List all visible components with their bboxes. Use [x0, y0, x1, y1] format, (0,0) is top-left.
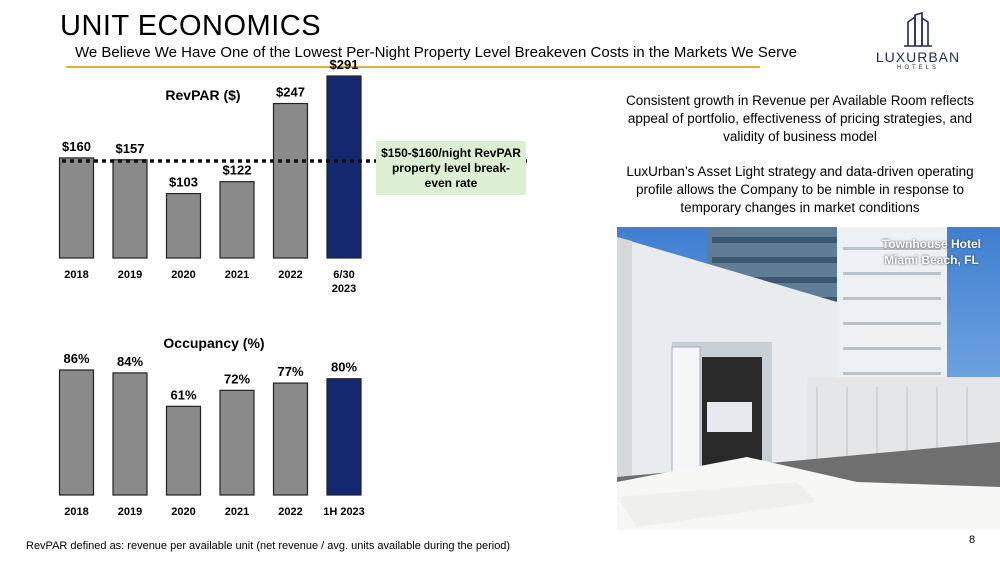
- title-divider: [66, 66, 760, 68]
- occupancy-bar: [58, 369, 95, 496]
- logo-wordmark: LUXURBAN: [875, 49, 961, 65]
- revpar-x-tick-label: 6/30 2023: [332, 269, 356, 295]
- occupancy-x-tick-label: 2019: [118, 506, 142, 518]
- revpar-definition-footnote: RevPAR defined as: revenue per available…: [26, 540, 511, 552]
- revpar-x-tick-label: 2021: [225, 269, 249, 281]
- occupancy-data-label: 86%: [63, 351, 89, 366]
- hotel-photo: Townhouse Hotel Miami Beach, FL: [617, 227, 1000, 530]
- occupancy-x-tick-label: 1H 2023: [323, 506, 365, 518]
- photo-caption: Townhouse Hotel Miami Beach, FL: [882, 236, 981, 268]
- revpar-x-tick-label: 2018: [64, 269, 88, 281]
- revpar-x-tick-label: 2022: [278, 269, 302, 281]
- hotel-terrace-image: [617, 227, 1000, 530]
- occupancy-x-tick-label: 2020: [171, 506, 195, 518]
- breakeven-annotation: $150-$160/night RevPAR property level br…: [376, 141, 526, 195]
- occupancy-chart-title: Occupancy (%): [163, 335, 264, 351]
- revpar-bar: [58, 157, 95, 259]
- page-title: UNIT ECONOMICS: [60, 10, 322, 42]
- luxurban-logo: LUXURBAN HOTELS: [868, 11, 968, 74]
- occupancy-bar: [219, 389, 255, 496]
- building-logo-icon: [904, 11, 932, 47]
- revpar-bar: [112, 159, 148, 259]
- page-number: 8: [969, 534, 976, 546]
- revpar-data-label: $157: [116, 141, 145, 156]
- revpar-x-tick-label: 2019: [118, 269, 142, 281]
- revpar-data-label: $160: [62, 139, 91, 154]
- revpar-bar: [326, 75, 362, 259]
- revpar-data-label: $103: [169, 175, 198, 190]
- occupancy-data-label: 72%: [224, 371, 250, 386]
- occupancy-bar-chart: Occupancy (%) 86% 2018 84% 2019 61% 2020 72% 20…: [58, 335, 365, 518]
- occupancy-data-label: 80%: [331, 360, 357, 375]
- asset-light-note: LuxUrban’s Asset Light strategy and data…: [626, 164, 974, 215]
- occupancy-bar: [165, 405, 202, 496]
- occupancy-bar: [112, 372, 148, 496]
- photo-caption-hotel: Townhouse Hotel: [881, 237, 981, 251]
- revpar-x-tick-label: 2020: [171, 269, 195, 281]
- logo-tagline: HOTELS: [896, 65, 939, 71]
- occupancy-x-tick-label: 2021: [225, 506, 249, 518]
- occupancy-x-tick-label: 2018: [64, 506, 88, 518]
- revpar-bar: [165, 192, 202, 259]
- photo-caption-location: Miami Beach, FL: [884, 253, 979, 267]
- occupancy-bar: [326, 378, 362, 496]
- revpar-chart-title: RevPAR ($): [165, 87, 240, 103]
- revpar-data-label: $247: [276, 85, 305, 100]
- revpar-bar: [219, 181, 255, 259]
- revpar-bar: [272, 102, 309, 259]
- occupancy-data-label: 84%: [117, 354, 143, 369]
- occupancy-bar: [272, 382, 309, 496]
- occupancy-data-label: 77%: [277, 364, 303, 379]
- occupancy-data-label: 61%: [170, 387, 196, 402]
- revpar-bar-chart: RevPAR ($) $160 2018 $157 2019 $103 2020 $122 2…: [58, 57, 527, 295]
- revpar-data-label: $122: [223, 163, 252, 178]
- revpar-data-label: $291: [330, 57, 359, 72]
- occupancy-x-tick-label: 2022: [278, 506, 302, 518]
- revpar-growth-note: Consistent growth in Revenue per Availab…: [626, 93, 974, 144]
- page-subtitle: We Believe We Have One of the Lowest Per…: [75, 44, 797, 61]
